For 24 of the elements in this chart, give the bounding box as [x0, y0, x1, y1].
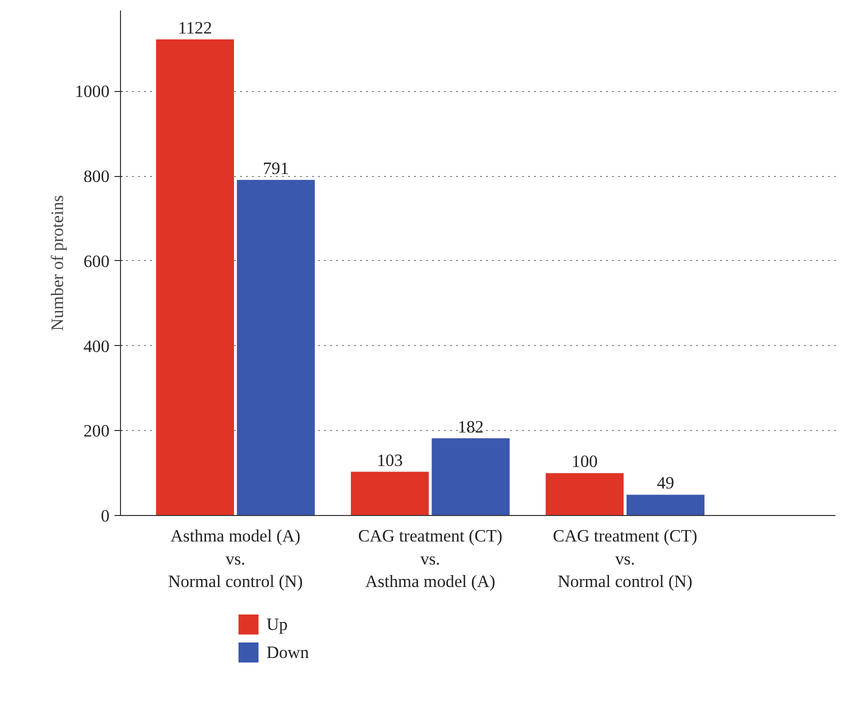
y-tick-label: 200: [84, 422, 110, 441]
data-label: 100: [572, 452, 598, 472]
bar: [156, 39, 234, 516]
legend-label: Up: [266, 615, 288, 634]
y-tick-label: 400: [84, 336, 110, 356]
y-tick-label: 1000: [74, 82, 110, 102]
x-tick-label: Asthma model (A) vs. Normal control (N): [168, 526, 304, 592]
x-tick-label: CAG treatment (CT) vs. Asthma model (A): [358, 526, 503, 592]
bar: [626, 494, 704, 516]
bar: [236, 180, 315, 516]
data-label: 791: [262, 158, 289, 178]
data-label: 49: [656, 474, 674, 493]
bar: [350, 472, 429, 516]
data-label: 182: [458, 417, 484, 436]
legend-label: Down: [266, 643, 310, 662]
bar: [546, 473, 624, 516]
x-tick-label: CAG treatment (CT) vs. Normal control (N): [552, 526, 698, 592]
data-label: 103: [376, 450, 403, 470]
y-tick-label: 800: [84, 167, 110, 186]
y-tick-label: 0: [100, 506, 110, 526]
y-axis-title: Number of proteins: [48, 194, 67, 331]
data-label: 1122: [178, 18, 212, 38]
y-tick-label: 600: [84, 252, 110, 271]
bar: [432, 438, 510, 516]
